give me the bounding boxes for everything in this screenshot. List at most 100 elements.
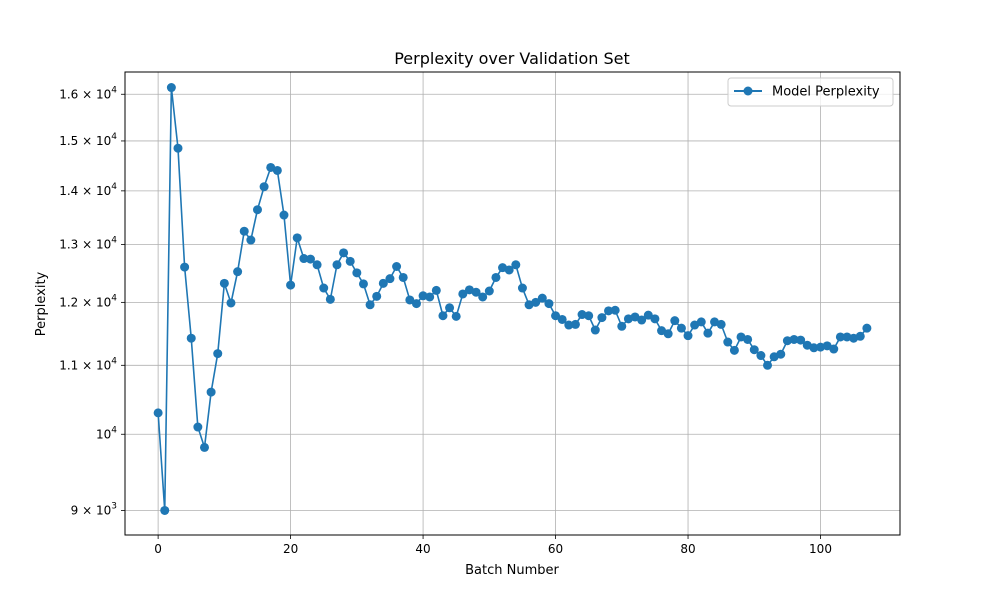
data-point [319,283,329,293]
data-point [763,360,773,370]
y-tick-label: 9 × 103 [71,501,117,517]
data-point [305,254,315,264]
data-point [835,332,845,342]
data-point [206,387,216,397]
data-point [617,321,627,331]
data-point [378,278,388,288]
data-point [643,310,653,320]
data-point [696,317,706,327]
data-point [431,285,441,295]
data-point [180,262,190,272]
data-point [796,335,806,345]
data-point [776,349,786,359]
data-point [855,331,865,341]
y-tick-label: 1.1 × 104 [59,356,117,372]
data-point [756,351,766,361]
x-tick-label: 60 [548,542,563,556]
data-point [292,233,302,243]
data-point [716,319,726,329]
data-point [504,265,514,275]
data-point [862,323,872,333]
data-point [564,320,574,330]
x-tick-label: 40 [415,542,430,556]
data-point [478,292,488,302]
data-point [683,331,693,341]
y-tick-label: 1.2 × 104 [59,293,117,309]
data-point [166,83,176,93]
data-point [471,287,481,297]
data-point [517,283,527,293]
data-point [365,300,375,310]
data-point [252,205,262,215]
data-point [597,313,607,323]
data-point [160,505,170,515]
data-point [325,294,335,304]
data-point [484,286,494,296]
y-tick-label: 1.6 × 104 [59,85,117,101]
data-point [299,254,309,264]
data-point [531,297,541,307]
data-point [570,319,580,329]
data-point [246,235,256,245]
data-point [590,325,600,335]
data-point [663,329,673,339]
data-point [173,143,183,153]
data-point [451,311,461,321]
data-point [332,260,342,270]
chart-title: Perplexity over Validation Set [394,49,630,68]
y-tick-label: 104 [96,425,117,441]
data-point [411,299,421,309]
data-point [193,422,203,432]
data-point [352,268,362,278]
legend-marker-icon [743,86,753,96]
data-point [743,334,753,344]
legend-box [727,77,894,107]
data-point [703,328,713,338]
x-tick-label: 0 [154,542,162,556]
y-axis-label: Perplexity [34,271,49,336]
x-tick-label: 20 [283,542,298,556]
data-point [345,256,355,266]
data-point [186,333,196,343]
x-axis-ticks: 0 20 40 60 80 100 [154,535,832,556]
grid-lines [125,72,900,535]
data-point [153,408,163,418]
series-layer [153,83,872,515]
data-point [557,314,567,324]
data-point [279,210,289,220]
legend-entry-label: Model Perplexity [772,85,880,100]
data-point [445,303,455,313]
data-point [537,293,547,303]
data-point [213,349,223,359]
data-point [219,278,229,288]
data-point [259,182,269,192]
data-point [272,165,282,175]
plot-frame [124,71,901,536]
data-point [551,311,561,321]
legend: Model Perplexity [727,77,894,107]
x-tick-label: 100 [809,542,832,556]
data-point [670,316,680,326]
data-point [226,298,236,308]
data-point [749,345,759,355]
data-point [491,272,501,282]
data-point [286,280,296,290]
data-point [405,295,415,305]
data-point [233,267,243,277]
data-point [676,323,686,333]
data-point [789,334,799,344]
y-tick-label: 1.4 × 104 [59,182,117,198]
data-point [809,343,819,353]
x-tick-label: 80 [680,542,695,556]
data-point [392,262,402,271]
data-point [723,337,733,347]
data-point [650,314,660,324]
data-point [398,272,408,282]
data-point [458,289,468,299]
data-point [339,248,349,258]
data-point [438,311,448,321]
y-axis-ticks: 9 × 103 104 1.1 × 104 1.2 × 104 1.3 × 104 1.4… [59,85,125,517]
data-point [829,344,839,354]
data-point [511,260,521,270]
